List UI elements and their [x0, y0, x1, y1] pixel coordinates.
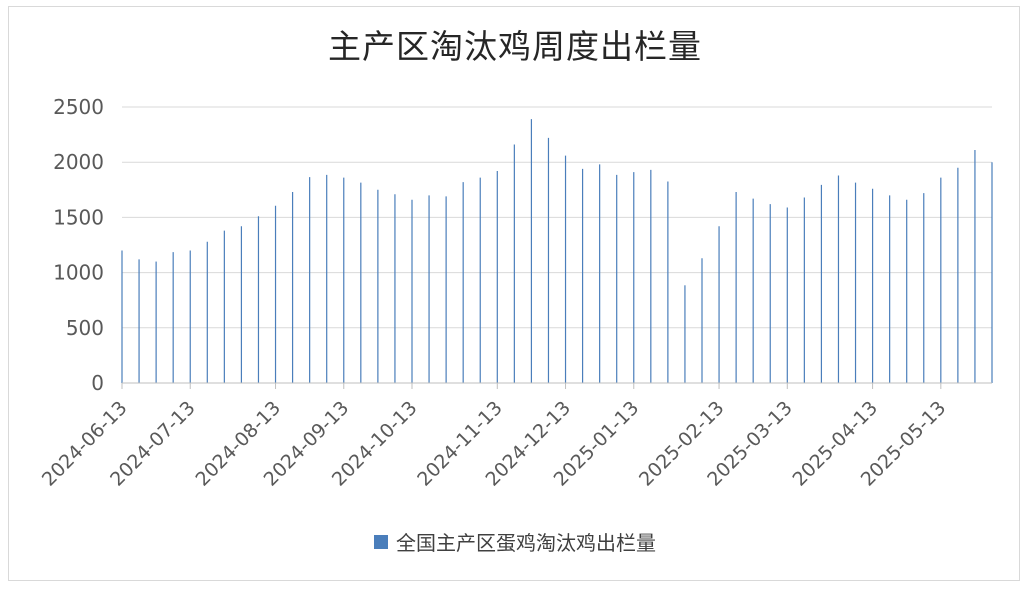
- y-tick-label: 1500: [53, 205, 104, 229]
- y-tick-label: 2000: [53, 150, 104, 174]
- chart-title: 主产区淘汰鸡周度出栏量: [328, 27, 702, 66]
- y-tick-label: 1000: [53, 261, 104, 285]
- legend: 全国主产区蛋鸡淘汰鸡出栏量: [0, 527, 1030, 556]
- y-tick-label: 500: [66, 316, 104, 340]
- y-tick-label: 2500: [53, 95, 104, 119]
- legend-label: 全国主产区蛋鸡淘汰鸡出栏量: [396, 531, 656, 555]
- legend-swatch: [374, 534, 388, 549]
- y-tick-label: 0: [91, 371, 104, 395]
